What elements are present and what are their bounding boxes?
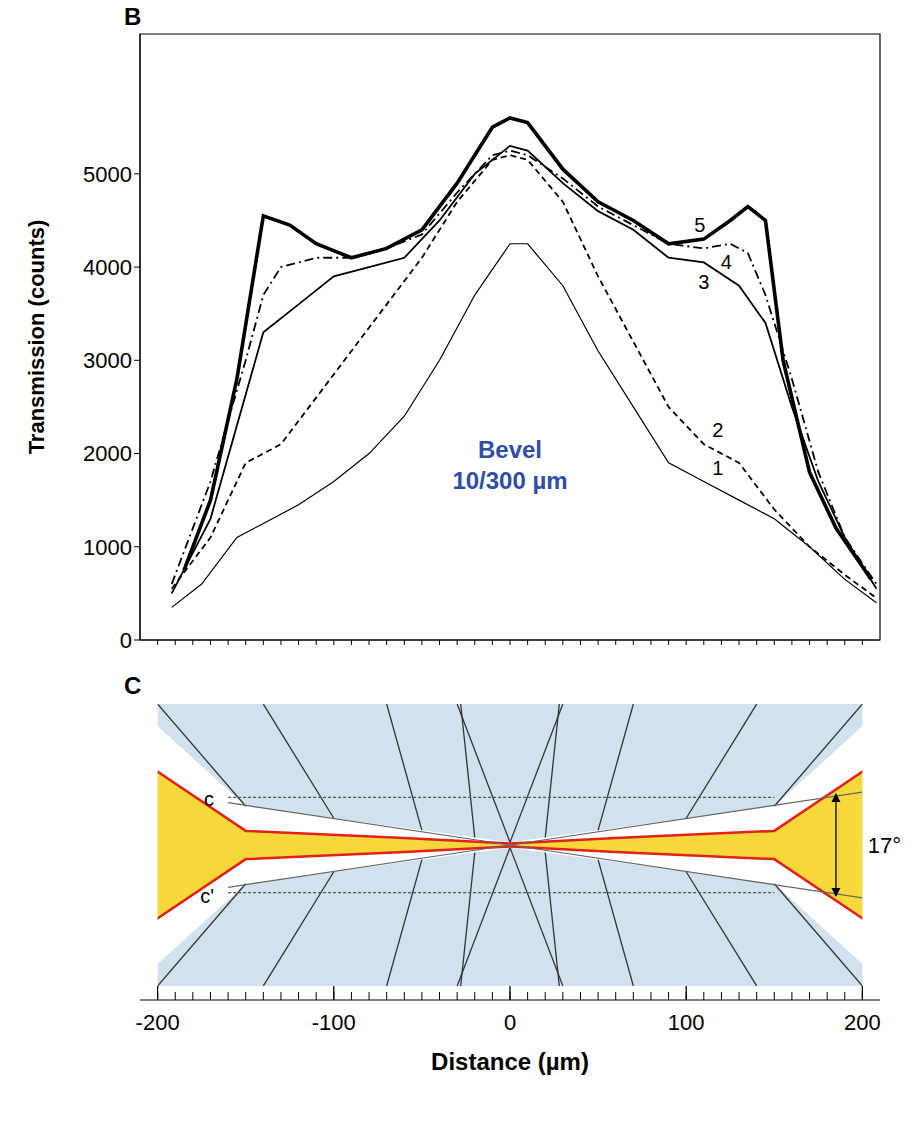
svg-text:4: 4 [721,251,732,273]
svg-text:0: 0 [120,628,132,653]
svg-text:3000: 3000 [83,348,132,373]
svg-text:5: 5 [694,214,705,236]
html-text:B: B [124,3,142,30]
svg-text:5000: 5000 [83,162,132,187]
svg-text:Transmission (counts): Transmission (counts) [24,220,49,455]
svg-text:C: C [124,672,141,699]
svg-text:c': c' [200,885,214,907]
svg-text:200: 200 [844,1010,881,1035]
svg-text:c: c [204,788,214,810]
svg-text:17°: 17° [868,833,901,858]
svg-text:0: 0 [504,1010,516,1035]
html-text:Bevel: Bevel [478,436,542,463]
svg-text:3: 3 [698,271,709,293]
html-text:10/300 µm: 10/300 µm [452,467,568,494]
svg-text:100: 100 [668,1010,705,1035]
svg-text:2: 2 [712,419,723,441]
svg-text:4000: 4000 [83,255,132,280]
svg-text:Distance (µm): Distance (µm) [431,1048,589,1075]
svg-text:-200: -200 [136,1010,180,1035]
svg-text:1000: 1000 [83,535,132,560]
svg-text:2000: 2000 [83,441,132,466]
svg-text:-100: -100 [312,1010,356,1035]
svg-text:1: 1 [712,457,723,479]
